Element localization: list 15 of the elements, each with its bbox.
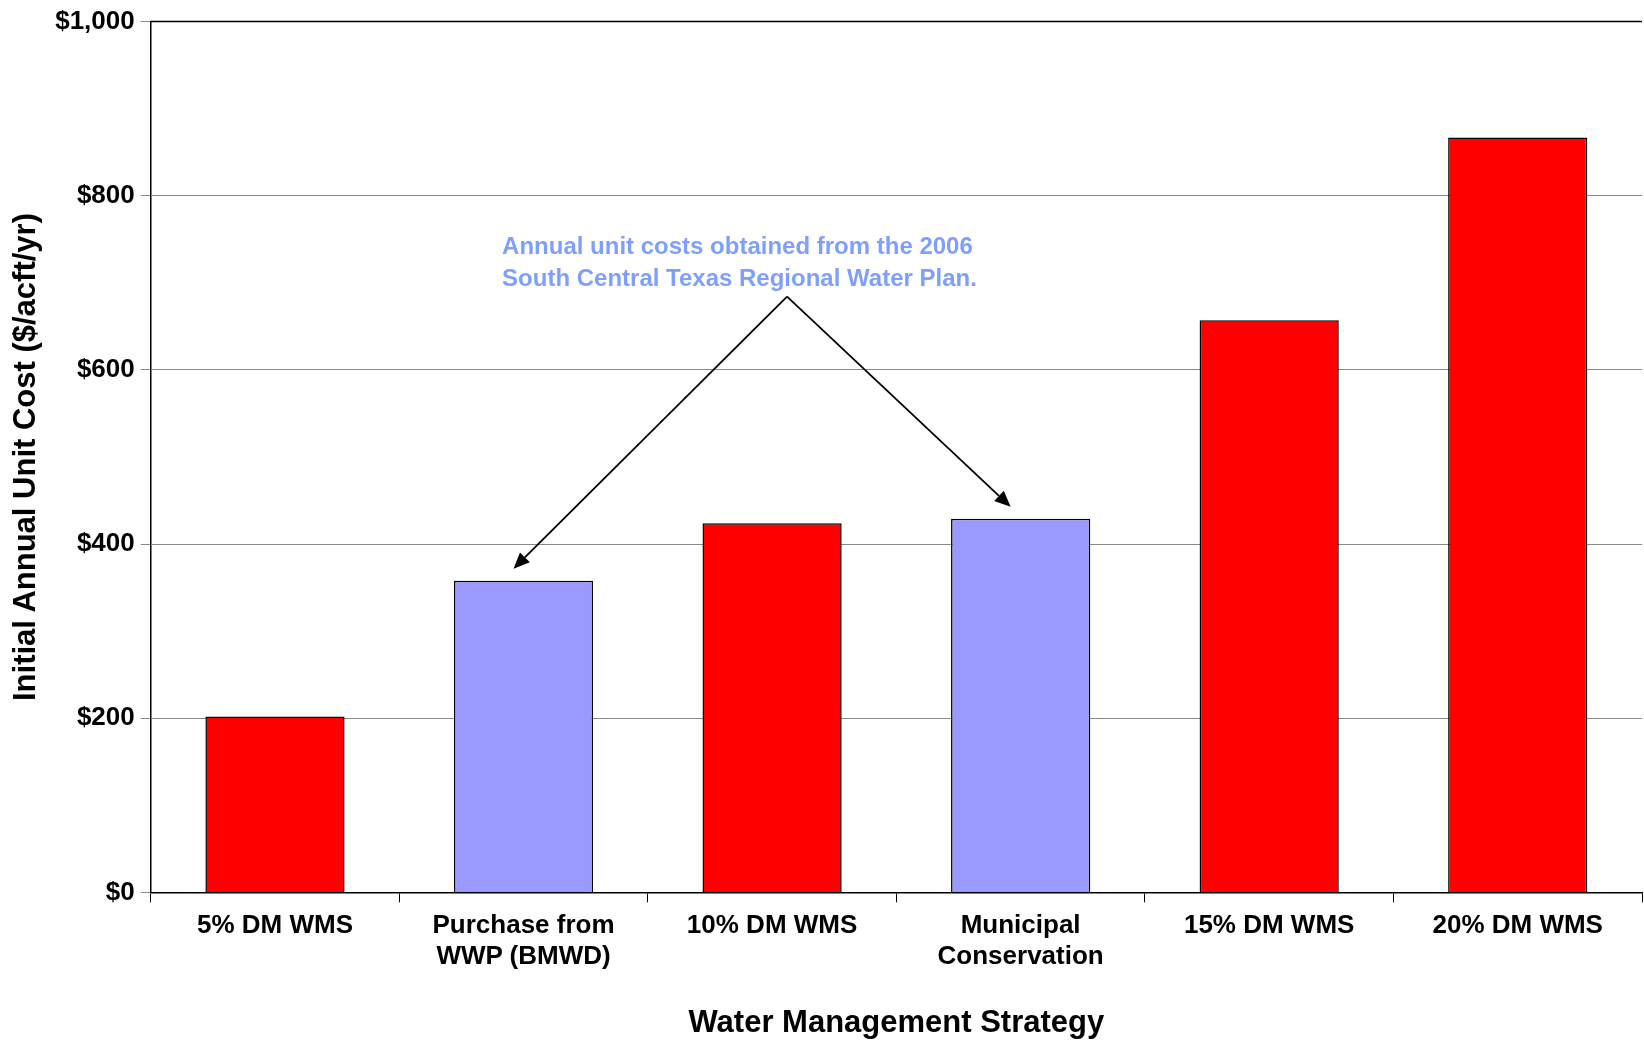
x-tick-label: Purchase from WWP (BMWD): [432, 909, 615, 971]
x-tick-label: 10% DM WMS: [686, 909, 858, 940]
y-tick-label: $400: [76, 527, 135, 558]
y-tick-label: $800: [76, 178, 135, 209]
x-tick-label: 20% DM WMS: [1432, 909, 1603, 940]
y-tick-label: $600: [76, 353, 135, 384]
x-tick-label: 5% DM WMS: [197, 909, 353, 940]
annotation: Annual unit costs obtained from the 2006 South Central Texas Regional Water Plan.: [502, 230, 978, 293]
x-tick-label: Municipal Conservation: [937, 909, 1104, 971]
x-tick-label: 15% DM WMS: [1183, 909, 1355, 940]
y-tick-label: $0: [105, 875, 135, 906]
x-axis-title: Water Management Strategy: [688, 1003, 1105, 1039]
y-tick-label: $200: [76, 701, 135, 732]
y-tick-label: $1,000: [55, 4, 135, 35]
y-axis-title: Initial Annual Unit Cost ($/acft/yr): [7, 213, 43, 701]
